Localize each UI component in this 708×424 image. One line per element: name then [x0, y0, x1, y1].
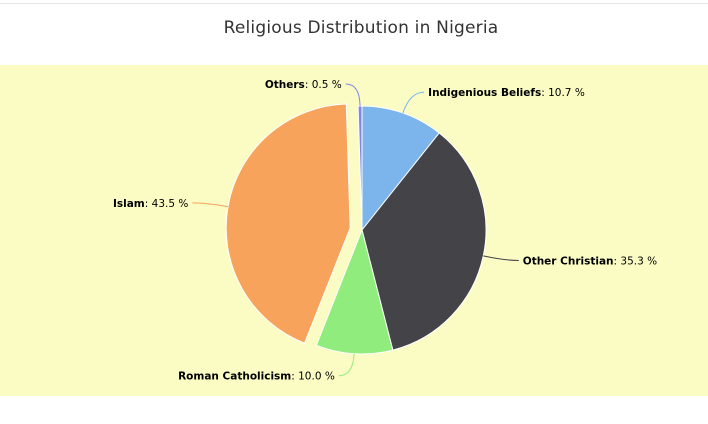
pie-slice-islam[interactable]	[225, 103, 351, 344]
connector-others	[345, 83, 361, 107]
connector-indigenious-beliefs	[402, 91, 425, 114]
data-label-others: Others: 0.5 %	[265, 79, 342, 91]
pie-slices	[225, 103, 487, 355]
data-label-indigenious-beliefs: Indigenious Beliefs: 10.7 %	[428, 87, 585, 99]
data-label-roman-catholicism: Roman Catholicism: 10.0 %	[178, 371, 335, 383]
pie-slice-other-christian[interactable]	[361, 132, 487, 351]
data-label-other-christian: Other Christian: 35.3 %	[523, 256, 657, 268]
pie-slice-roman-catholicism[interactable]	[315, 228, 394, 355]
data-labels: Indigenious Beliefs: 10.7 % Other Christi…	[113, 79, 657, 383]
connector-other-christian	[483, 255, 519, 262]
connector-roman-catholicism	[338, 353, 355, 377]
data-label-islam: Islam: 43.5 %	[113, 198, 188, 210]
pie-slice-indigenious-beliefs[interactable]	[361, 105, 440, 232]
pie-slice-others[interactable]	[357, 105, 363, 231]
connector-islam	[192, 202, 229, 208]
chart-title: Religious Distribution in Nigeria	[223, 18, 499, 38]
top-divider	[0, 3, 708, 4]
label-connectors	[192, 83, 519, 377]
